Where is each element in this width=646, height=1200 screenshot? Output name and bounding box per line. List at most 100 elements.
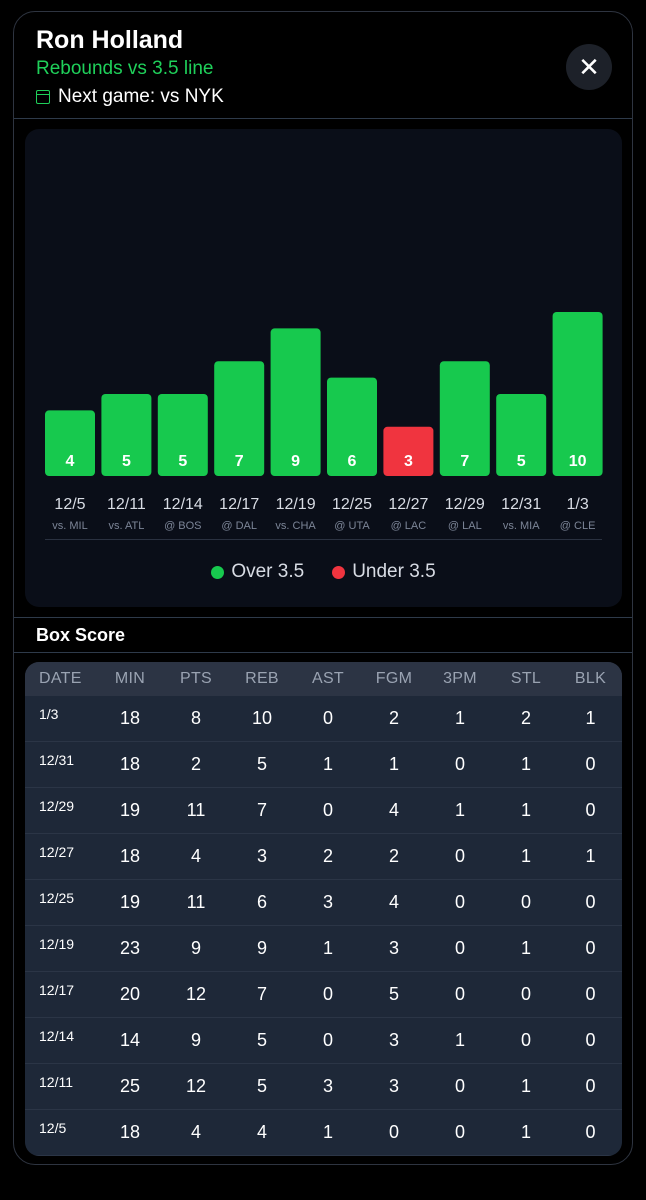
cell-pts: 4	[190, 1122, 201, 1142]
bar-value-label: 9	[291, 453, 300, 470]
cell-ast: 0	[322, 800, 333, 820]
x-tick-opponent: @ DAL	[221, 520, 257, 532]
x-tick-date: 12/14	[163, 496, 203, 513]
x-tick-opponent: vs. MIA	[503, 520, 540, 532]
bar-12/14[interactable]	[157, 394, 208, 476]
cell-pts: 11	[186, 800, 206, 820]
column-header-fgm[interactable]: FGM	[375, 670, 413, 687]
bar-12/25[interactable]	[327, 377, 377, 476]
bar-12/11[interactable]	[101, 394, 152, 476]
bar-value-label: 10	[569, 453, 587, 470]
cell-min: 19	[119, 800, 141, 820]
cell-ast: 0	[322, 1030, 333, 1050]
calendar-icon	[36, 90, 50, 104]
cell-3pm: 0	[454, 984, 465, 1004]
bar-12/17[interactable]	[214, 361, 265, 476]
row-date: 12/11	[39, 1074, 73, 1090]
bar-value-label: 6	[348, 453, 357, 470]
close-button[interactable]: ✕	[566, 44, 612, 90]
x-tick-date: 12/5	[54, 496, 85, 513]
row-date: 12/17	[39, 982, 75, 998]
column-header-date[interactable]: DATE	[39, 670, 82, 687]
column-header-3pm[interactable]: 3PM	[443, 670, 477, 687]
cell-reb: 5	[256, 1076, 267, 1096]
cell-ast: 3	[322, 892, 333, 912]
x-tick-opponent: vs. MIL	[52, 520, 87, 532]
x-tick-date: 12/17	[219, 496, 259, 513]
cell-3pm: 0	[454, 846, 465, 866]
cell-3pm: 0	[454, 892, 465, 912]
cell-reb: 4	[256, 1122, 267, 1142]
x-tick-date: 12/25	[332, 496, 372, 513]
bar-12/27[interactable]	[383, 426, 434, 476]
cell-ast: 1	[322, 938, 333, 958]
cell-stl: 0	[520, 892, 531, 912]
cell-pts: 2	[190, 754, 201, 774]
bar-1/3[interactable]	[552, 312, 603, 476]
cell-blk: 1	[585, 846, 596, 866]
cell-stl: 1	[520, 754, 531, 774]
column-header-blk[interactable]: BLK	[574, 670, 607, 687]
cell-3pm: 0	[454, 754, 465, 774]
cell-pts: 12	[185, 1076, 207, 1096]
cell-blk: 0	[585, 1030, 596, 1050]
cell-reb: 6	[256, 892, 267, 912]
bar-value-label: 7	[235, 453, 244, 470]
x-tick-opponent: @ BOS	[164, 520, 201, 532]
cell-ast: 2	[322, 846, 333, 866]
box-score-title: Box Score	[36, 625, 126, 645]
column-header-stl[interactable]: STL	[510, 670, 542, 687]
row-date: 12/25	[39, 890, 75, 906]
bar-12/5[interactable]	[45, 410, 95, 476]
legend-over: Over 3.5	[211, 561, 304, 583]
cell-pts: 9	[190, 938, 201, 958]
bar-value-label: 5	[122, 453, 131, 470]
cell-3pm: 1	[454, 800, 465, 820]
cell-fgm: 5	[388, 984, 399, 1004]
legend-under: Under 3.5	[332, 561, 436, 583]
modal-header: Ron Holland Rebounds vs 3.5 line Next ga…	[14, 12, 632, 119]
cell-fgm: 3	[388, 1030, 399, 1050]
column-header-ast[interactable]: AST	[311, 670, 345, 687]
row-date: 12/14	[39, 1028, 75, 1044]
x-tick-opponent: @ LAL	[448, 520, 482, 532]
cell-fgm: 3	[388, 1076, 399, 1096]
cell-min: 18	[119, 1122, 141, 1142]
cell-pts: 12	[185, 984, 207, 1004]
x-tick-date: 12/11	[107, 496, 146, 513]
bar-12/31[interactable]	[496, 394, 547, 476]
column-header-reb[interactable]: REB	[245, 670, 279, 687]
cell-min: 20	[119, 984, 141, 1004]
x-tick-date: 12/27	[388, 496, 428, 513]
x-tick-opponent: vs. ATL	[108, 520, 144, 532]
x-tick-date: 12/31	[501, 496, 541, 513]
bar-12/29[interactable]	[439, 361, 490, 476]
rebounds-chart: 4 12/5 vs. MIL 5 12/11 vs. ATL 5 12/14 @ BOS 7 12/…	[25, 129, 622, 607]
player-modal: Ron Holland Rebounds vs 3.5 line Next ga…	[13, 11, 633, 1165]
cell-3pm: 1	[454, 1030, 465, 1050]
bar-12/19[interactable]	[270, 328, 321, 476]
row-date: 12/19	[39, 936, 75, 952]
table-header: DATE MIN PTS REB AST FGM 3PM STL BLK	[25, 662, 622, 696]
cell-fgm: 2	[388, 708, 399, 728]
cell-blk: 0	[585, 1122, 596, 1142]
column-header-pts[interactable]: PTS	[179, 670, 213, 687]
x-tick-opponent: @ CLE	[560, 520, 596, 532]
table-row: 12/14 14 9 5 0 3 1 0 0	[25, 1018, 622, 1064]
x-tick-date: 12/19	[276, 496, 316, 513]
cell-reb: 5	[256, 1030, 267, 1050]
column-header-min[interactable]: MIN	[114, 670, 146, 687]
player-name: Ron Holland	[36, 26, 184, 54]
bar-chart-svg: 4 12/5 vs. MIL 5 12/11 vs. ATL 5 12/14 @ BOS 7 12/…	[45, 312, 603, 532]
row-date: 12/29	[39, 798, 75, 814]
cell-blk: 0	[585, 754, 596, 774]
cell-pts: 11	[186, 892, 206, 912]
x-tick-opponent: vs. CHA	[275, 520, 316, 532]
cell-blk: 1	[585, 708, 596, 728]
close-icon: ✕	[578, 52, 600, 82]
legend-under-dot	[332, 565, 346, 579]
cell-blk: 0	[585, 938, 596, 958]
cell-reb: 7	[256, 984, 267, 1004]
table-body: 1/3 18 8 10 0 2 1 2 1 12/31 18 2 5 1 1 0 1 0 12/29 19 11 7 0 4 1…	[25, 696, 622, 1156]
cell-fgm: 0	[388, 1122, 399, 1142]
